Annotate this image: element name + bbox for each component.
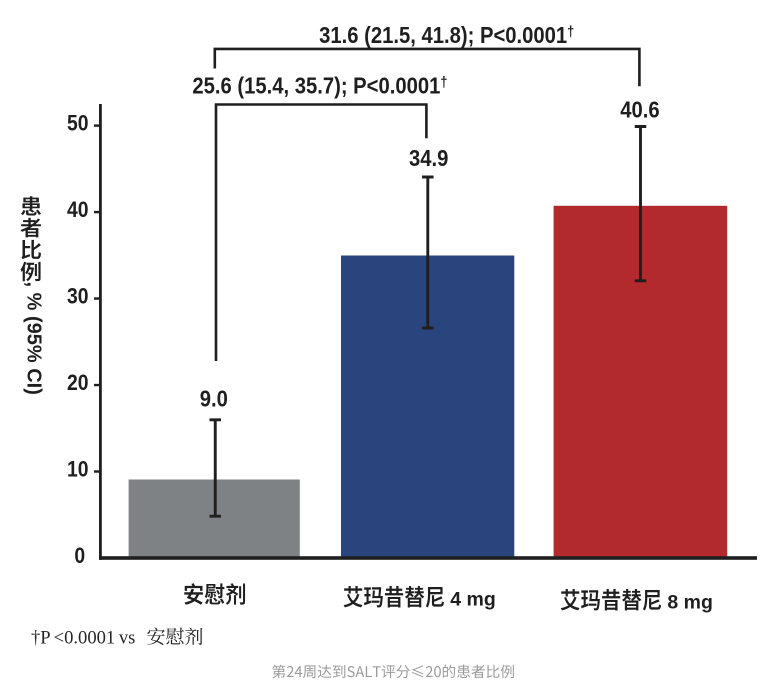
- svg-text:†P <0.0001 vs: †P <0.0001 vs: [31, 628, 135, 649]
- svg-text:30: 30: [67, 284, 89, 308]
- svg-text:9.0: 9.0: [200, 385, 228, 412]
- svg-text:, % (95% CI): , % (95% CI): [23, 282, 45, 395]
- svg-text:10: 10: [67, 457, 89, 481]
- svg-text:40.6: 40.6: [620, 96, 659, 123]
- svg-text:34.9: 34.9: [409, 145, 448, 172]
- svg-text:4 mg: 4 mg: [450, 589, 496, 611]
- svg-text:50: 50: [67, 111, 89, 135]
- svg-text:40: 40: [67, 198, 89, 222]
- svg-text:20: 20: [67, 371, 89, 395]
- svg-text:31.6 (21.5, 41.8); P<0.0001†: 31.6 (21.5, 41.8); P<0.0001†: [319, 22, 574, 49]
- svg-text:8 mg: 8 mg: [667, 592, 713, 614]
- svg-text:0: 0: [74, 544, 85, 568]
- svg-text:25.6 (15.4, 35.7); P<0.0001†: 25.6 (15.4, 35.7); P<0.0001†: [192, 72, 447, 99]
